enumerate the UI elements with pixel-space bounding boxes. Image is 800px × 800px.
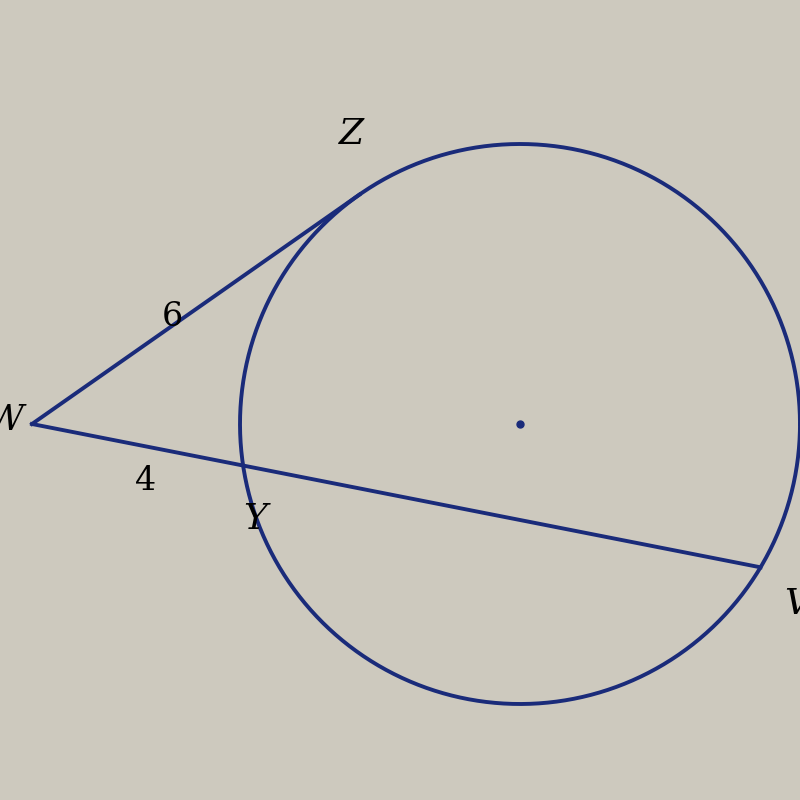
Text: Y: Y bbox=[243, 502, 267, 535]
Text: 6: 6 bbox=[162, 302, 183, 334]
Text: V: V bbox=[785, 587, 800, 622]
Text: W: W bbox=[0, 403, 24, 437]
Text: Z: Z bbox=[338, 117, 364, 150]
Text: 4: 4 bbox=[135, 465, 156, 497]
